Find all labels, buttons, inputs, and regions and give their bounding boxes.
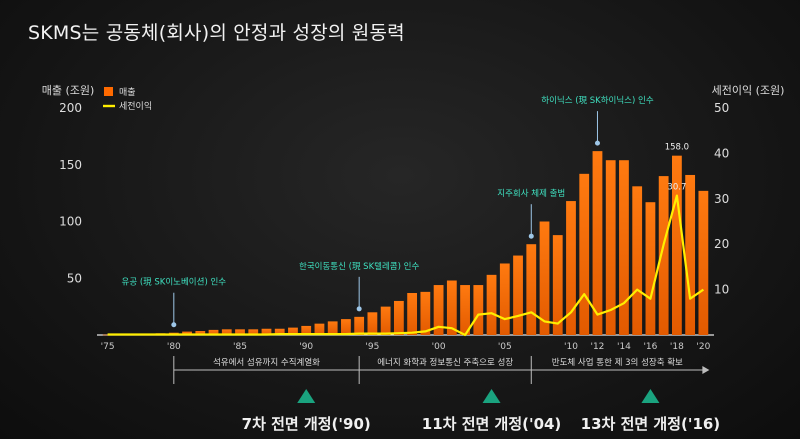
data-labels: 158.0 30.7 (665, 143, 689, 193)
revenue-bar (301, 325, 312, 335)
revenue-bar (420, 291, 431, 335)
revenue-bar (261, 328, 272, 335)
revenue-bar (539, 221, 550, 335)
right-tick-label: 50 (714, 101, 729, 115)
right-tick-label: 30 (714, 192, 729, 206)
x-tick-label: '75 (101, 342, 115, 352)
revenue-bar (460, 285, 470, 335)
revenue-bar (473, 285, 484, 335)
revenue-bar (698, 190, 709, 335)
revenue-bar (552, 235, 563, 335)
timeline-arrow (702, 366, 710, 374)
data-label: 158.0 (665, 143, 689, 153)
left-tick-label: 150 (59, 158, 82, 172)
revenue-bar (566, 201, 576, 335)
revenue-bar (354, 316, 365, 335)
revision-label: 7차 전면 개정('90) (242, 415, 371, 433)
left-tick-label: 200 (59, 101, 82, 115)
revenue-bar (380, 306, 391, 335)
x-tick-label: '90 (299, 342, 313, 352)
revenue-bar (341, 319, 351, 335)
period-timeline: 석유에서 섬유까지 수직계열화 에너지 화학과 정보통신 주축으로 성장 반도체 사… (173, 356, 710, 384)
revenue-bar (195, 331, 206, 335)
bar-series (102, 151, 709, 336)
x-tick-label: '20 (696, 342, 710, 352)
revenue-bar (407, 293, 418, 335)
x-tick-label: '10 (564, 342, 578, 352)
revenue-bar (274, 328, 285, 335)
annotations: 유공 (現 SK이노베이션) 인수 한국이동통신 (現 SK텔레콤) 인수 지주회사… (122, 95, 654, 328)
left-tick-label: 50 (67, 271, 82, 285)
left-tick-label: 100 (59, 215, 82, 229)
revision-triangle (297, 389, 316, 403)
right-axis-title: 세전이익 (조원) (712, 84, 785, 97)
revenue-bar (221, 329, 232, 335)
annotation-pin-dot (528, 233, 534, 239)
revenue-bar (513, 255, 523, 335)
revenue-bar (658, 176, 669, 335)
x-tick-label: '18 (670, 342, 684, 352)
legend-bar-label: 매출 (119, 87, 136, 98)
revenue-bar (208, 329, 219, 335)
annotation-text: 지주회사 체제 출범 (497, 188, 565, 199)
period-label: 석유에서 섬유까지 수직계열화 (213, 357, 320, 368)
right-tick-label: 10 (714, 283, 729, 297)
revenue-bar (499, 263, 510, 335)
annotation-pin-dot (171, 322, 177, 328)
legend-bar-swatch (104, 87, 113, 96)
revenue-bar (393, 300, 404, 335)
x-tick-label: '80 (167, 342, 181, 352)
revenue-bar (592, 151, 603, 335)
revenue-bar (632, 186, 643, 335)
annotation-text: 한국이동통신 (現 SK텔레콤) 인수 (299, 261, 419, 272)
right-tick-label: 20 (714, 237, 729, 251)
revision-triangle (482, 389, 501, 403)
revision-triangle (641, 389, 660, 403)
right-tick-label: 40 (714, 146, 729, 160)
page-title: SKMS는 공동체(회사)의 안정과 성장의 원동력 (28, 22, 405, 44)
revenue-bar (367, 312, 378, 335)
revenue-bar (579, 173, 590, 335)
revenue-bar (327, 321, 338, 335)
x-tick-label: '14 (617, 342, 631, 352)
revenue-bar (486, 274, 497, 335)
left-axis-title: 매출 (조원) (42, 84, 95, 97)
x-tick-label: '00 (432, 342, 446, 352)
data-label: 30.7 (667, 183, 686, 193)
revenue-bar (248, 329, 259, 335)
period-label: 에너지 화학과 정보통신 주축으로 성장 (377, 357, 513, 368)
revision-markers: 7차 전면 개정('90) 11차 전면 개정('04) 13차 전면 개정('16… (242, 389, 720, 433)
annotation-text: 하이닉스 (現 SK하이닉스) 인수 (541, 95, 654, 106)
legend-line-label: 세전이익 (119, 100, 152, 112)
x-tick-label: '12 (590, 342, 604, 352)
revenue-bar (526, 244, 537, 335)
annotation-pin-dot (356, 306, 362, 312)
x-tick-label: '16 (643, 342, 657, 352)
profit-line (107, 194, 705, 337)
revenue-bar (605, 160, 616, 335)
line-series (107, 194, 705, 337)
revenue-bar (672, 155, 682, 335)
revenue-bar (314, 323, 325, 335)
annotation-pin-dot (594, 140, 600, 146)
revenue-bar (288, 327, 298, 335)
revision-label: 11차 전면 개정('04) (422, 415, 562, 433)
revenue-bar (645, 202, 656, 335)
revenue-bar (433, 285, 444, 335)
revenue-bar (235, 329, 245, 335)
revision-label: 13차 전면 개정('16) (581, 415, 721, 433)
period-label: 반도체 사업 통한 제 3의 성장축 확보 (552, 357, 683, 368)
x-tick-label: '85 (233, 342, 247, 352)
revenue-bar (182, 331, 192, 335)
annotation-text: 유공 (現 SK이노베이션) 인수 (122, 277, 227, 288)
revenue-bar (619, 160, 629, 335)
x-tick-label: '95 (365, 342, 379, 352)
revenue-bar (685, 174, 696, 335)
revenue-bar (446, 280, 457, 335)
x-tick-label: '05 (498, 342, 512, 352)
